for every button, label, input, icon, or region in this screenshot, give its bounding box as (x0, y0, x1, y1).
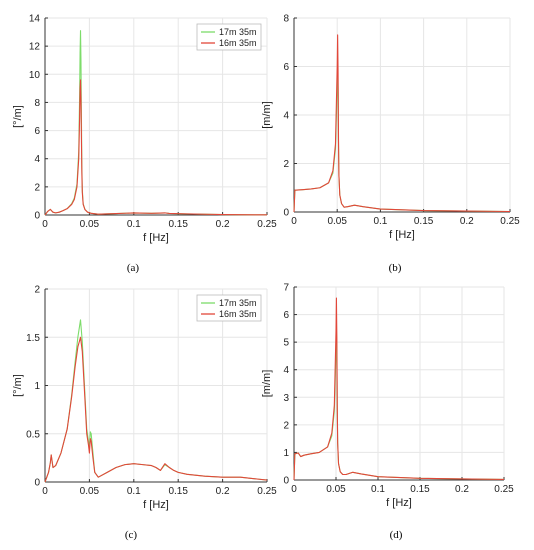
legend-label: 16m 35m (219, 309, 257, 319)
x-tick-label: 0.05 (326, 484, 346, 495)
y-tick-label: 10 (29, 70, 41, 81)
x-tick-label: 0 (42, 219, 48, 230)
x-tick-label: 0 (291, 484, 297, 495)
x-axis-label: f [Hz] (386, 497, 412, 509)
y-tick-label: 2 (34, 285, 40, 296)
panel-caption: (c) (125, 529, 138, 541)
y-tick-label: 0 (34, 478, 40, 489)
y-tick-label: 1.5 (26, 333, 40, 344)
series-line-b (44, 79, 268, 216)
x-tick-label: 0.15 (410, 484, 430, 495)
panel-caption: (d) (390, 529, 403, 541)
series-line-b (293, 34, 511, 213)
x-tick-label: 0.05 (80, 219, 100, 230)
y-tick-label: 2 (34, 182, 40, 193)
y-axis-label: [°/m] (12, 105, 24, 128)
x-tick-label: 0.05 (80, 486, 100, 497)
x-tick-label: 0.2 (455, 484, 469, 495)
x-axis-label: f [Hz] (389, 229, 415, 241)
y-tick-label: 1 (283, 448, 289, 459)
x-tick-label: 0.25 (257, 486, 277, 497)
chart-panel-3: 0 0.05 0.1 0.15 0.2 0.25 0 1 2 3 4 5 6 7 f [Hz] [m/m] (d… (261, 283, 514, 542)
y-tick-label: 2 (283, 420, 289, 431)
legend-label: 16m 35m (219, 38, 257, 48)
legend-label: 17m 35m (219, 298, 257, 308)
chart-panel-1: 0 0.05 0.1 0.15 0.2 0.25 0 2 4 6 8 f [Hz] [m/m] (b) (261, 14, 520, 275)
y-tick-label: 8 (283, 14, 289, 25)
x-tick-label: 0.2 (460, 216, 474, 227)
y-tick-label: 4 (283, 365, 289, 376)
x-tick-label: 0.2 (216, 219, 230, 230)
chart-panel-0: 0 0.05 0.1 0.15 0.2 0.25 0 2 4 6 8 10 12 14 f [Hz] [°/m… (12, 14, 277, 275)
x-tick-label: 0.15 (168, 486, 188, 497)
x-axis-label: f [Hz] (143, 232, 169, 244)
legend-label: 17m 35m (219, 27, 257, 37)
y-tick-label: 8 (34, 98, 40, 109)
y-axis-label: [°/m] (12, 374, 24, 397)
x-tick-label: 0 (291, 216, 297, 227)
y-tick-label: 3 (283, 393, 289, 404)
y-tick-label: 4 (283, 111, 289, 122)
y-tick-label: 12 (29, 42, 41, 53)
y-tick-label: 6 (283, 310, 289, 321)
y-tick-label: 5 (283, 338, 289, 349)
y-tick-label: 7 (283, 283, 289, 294)
x-tick-label: 0.1 (371, 484, 385, 495)
y-tick-label: 0 (283, 208, 289, 219)
y-axis-label: [m/m] (261, 101, 273, 129)
x-tick-label: 0.25 (500, 216, 520, 227)
x-tick-label: 0.2 (216, 486, 230, 497)
series-line-b (44, 336, 268, 483)
x-tick-label: 0 (42, 486, 48, 497)
x-tick-label: 0.25 (494, 484, 514, 495)
y-tick-label: 6 (283, 62, 289, 73)
y-tick-label: 0.5 (26, 429, 40, 440)
series-line-a (293, 325, 505, 481)
y-tick-label: 1 (34, 381, 40, 392)
y-tick-label: 2 (283, 159, 289, 170)
x-tick-label: 0.15 (414, 216, 434, 227)
y-tick-label: 0 (283, 476, 289, 487)
x-axis-label: f [Hz] (143, 499, 169, 511)
legend-box (196, 294, 262, 322)
x-tick-label: 0.1 (127, 486, 141, 497)
series-line-b (293, 297, 505, 481)
chart-panel-2: 0 0.05 0.1 0.15 0.2 0.25 0 0.5 1 1.5 2 f [Hz] [°/m] 1… (12, 285, 277, 542)
x-tick-label: 0.25 (257, 219, 277, 230)
legend-box (196, 23, 262, 51)
y-tick-label: 4 (34, 154, 40, 165)
y-tick-label: 14 (29, 14, 41, 25)
x-tick-label: 0.15 (168, 219, 188, 230)
panel-caption: (b) (389, 262, 402, 274)
y-tick-label: 6 (34, 126, 40, 137)
x-tick-label: 0.05 (327, 216, 347, 227)
x-tick-label: 0.1 (373, 216, 387, 227)
y-tick-label: 0 (34, 211, 40, 222)
y-axis-label: [m/m] (261, 370, 273, 398)
panel-caption: (a) (127, 262, 140, 274)
series-line-a (293, 63, 511, 213)
x-tick-label: 0.1 (127, 219, 141, 230)
